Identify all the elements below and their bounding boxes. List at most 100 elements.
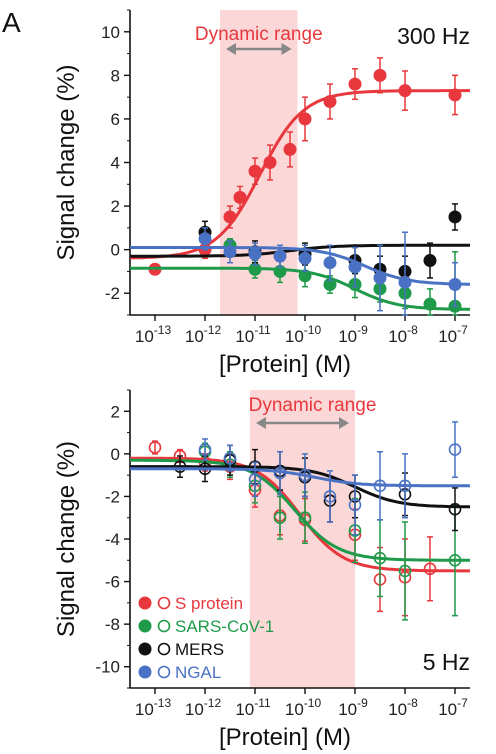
legend-marker-open (157, 619, 171, 633)
data-point (348, 77, 362, 91)
x-tick-base: 10 (388, 700, 407, 719)
data-point (373, 479, 387, 493)
x-tick-exponent: -13 (154, 696, 172, 710)
x-tick-base: 10 (235, 700, 254, 719)
y-tick-label: 0 (111, 241, 120, 260)
data-point (273, 466, 287, 480)
fit-curve (130, 89, 470, 260)
data-point (198, 443, 212, 456)
fit-curve (130, 266, 470, 311)
series-ngal (130, 421, 470, 536)
data-point (223, 245, 237, 259)
x-tick-exponent: -10 (304, 696, 322, 710)
x-tick-exponent: -12 (204, 696, 222, 710)
series-ngal (130, 227, 470, 316)
y-tick-label: -6 (105, 573, 120, 592)
data-point (273, 264, 287, 278)
x-tick-base: 10 (438, 327, 457, 346)
data-point (423, 562, 437, 576)
legend-label: MERS (175, 640, 224, 659)
x-tick-label: 10-12 (185, 323, 222, 346)
data-point (173, 460, 187, 473)
x-tick-exponent: -13 (154, 323, 172, 337)
data-point (298, 251, 312, 265)
data-point (198, 232, 212, 246)
fit-curve (130, 246, 470, 286)
x-tick-base: 10 (388, 327, 407, 346)
y-axis-title: Signal change (%) (53, 441, 80, 637)
data-point (273, 249, 287, 263)
legend-marker-filled (138, 619, 152, 633)
data-point (448, 553, 462, 567)
x-tick-label: 10-11 (235, 323, 271, 346)
data-point (448, 210, 462, 224)
dynamic-range-band (250, 390, 355, 688)
x-tick-base: 10 (135, 327, 154, 346)
x-tick-label: 10-9 (338, 696, 368, 719)
x-tick-base: 10 (438, 700, 457, 719)
data-point (323, 278, 337, 291)
data-point (398, 479, 412, 493)
fit-curve (130, 465, 471, 509)
legend-marker-open (157, 596, 171, 610)
legend-marker-filled (138, 596, 152, 610)
x-tick-exponent: -9 (357, 323, 368, 337)
dynamic-range-label: Dynamic range (249, 395, 377, 416)
x-axis-title: [Protein] (M) (219, 351, 351, 378)
legend-marker-open (157, 665, 171, 679)
x-tick-base: 10 (135, 700, 154, 719)
x-tick-label: 10-10 (285, 696, 322, 719)
x-tick-label: 10-10 (285, 323, 322, 346)
x-tick-label: 10-11 (235, 696, 271, 719)
data-point (423, 254, 437, 268)
x-tick-base: 10 (185, 327, 204, 346)
legend-marker-open (157, 642, 171, 656)
y-tick-label: 0 (111, 445, 120, 464)
data-point (298, 511, 312, 525)
data-point (448, 502, 462, 516)
data-point (273, 511, 287, 525)
y-tick-label: 4 (111, 154, 120, 173)
x-tick-exponent: -9 (357, 696, 368, 710)
x-tick-exponent: -10 (304, 323, 322, 337)
legend-marker-filled (138, 665, 152, 679)
y-tick-label: 8 (111, 66, 120, 85)
data-point (248, 262, 262, 276)
data-point (348, 260, 362, 274)
dynamic-range-arrow-left-head (256, 417, 266, 429)
x-tick-base: 10 (338, 700, 357, 719)
legend-label: S protein (175, 594, 243, 613)
data-point (373, 68, 387, 82)
x-tick-label: 10-12 (185, 696, 222, 719)
data-point (233, 190, 247, 204)
data-point (398, 564, 412, 578)
x-tick-base: 10 (285, 700, 304, 719)
y-tick-label: -4 (105, 530, 120, 549)
x-tick-label: 10-13 (135, 696, 172, 719)
data-point (348, 498, 362, 512)
data-point (323, 256, 337, 270)
dynamic-range-arrow-right-head (339, 417, 349, 429)
data-point (323, 490, 337, 503)
data-point (423, 297, 437, 311)
data-point (373, 271, 387, 285)
x-tick-base: 10 (185, 700, 204, 719)
data-point (223, 451, 237, 465)
y-tick-label: 2 (111, 402, 120, 421)
x-tick-exponent: -8 (407, 323, 418, 337)
x-tick-base: 10 (235, 327, 254, 346)
legend: S protein SARS-CoV-1 MERS NGAL (138, 594, 274, 682)
legend-label: SARS-CoV-1 (175, 617, 274, 636)
x-tick-label: 10-8 (388, 323, 418, 346)
x-axis-title: [Protein] (M) (219, 724, 351, 751)
y-tick-label: -2 (105, 284, 120, 303)
x-tick-exponent: -8 (407, 696, 418, 710)
dynamic-range-label: Dynamic range (195, 24, 323, 45)
data-point (448, 88, 462, 102)
frequency-label: 300 Hz (397, 23, 470, 49)
y-tick-label: 6 (111, 110, 120, 129)
x-tick-exponent: -12 (204, 323, 222, 337)
y-tick-label: 2 (111, 197, 120, 216)
